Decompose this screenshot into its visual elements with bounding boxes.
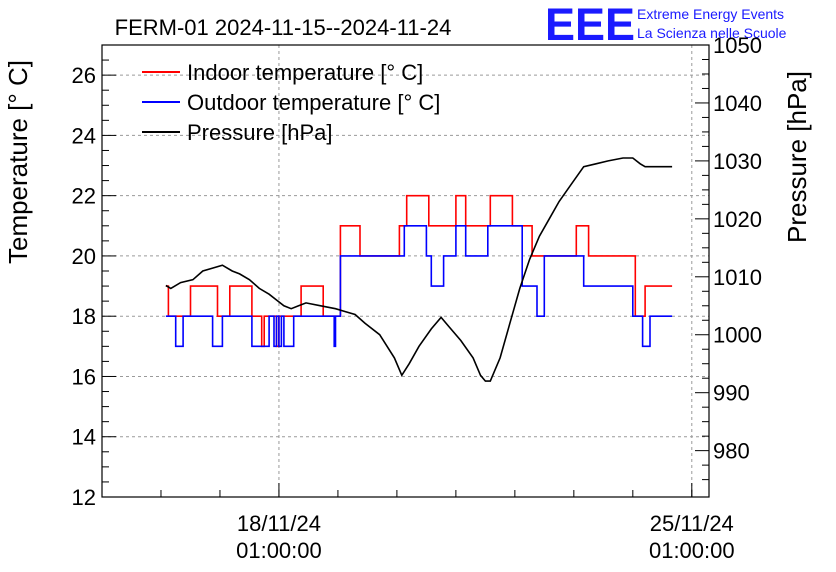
y-axis-right-label: Pressure [hPa]: [782, 71, 812, 243]
y-left-tick-label: 20: [72, 244, 96, 269]
legend-indoor-label: Indoor temperature [° C]: [187, 60, 423, 85]
y-right-tick-label: 1040: [713, 91, 762, 116]
x-tick-date-label: 18/11/24: [237, 511, 321, 536]
logo-line2: La Scienza nelle Scuole: [637, 25, 787, 41]
y-left-tick-label: 22: [72, 184, 96, 209]
legend-outdoor-label: Outdoor temperature [° C]: [187, 90, 440, 115]
outdoor-temperature-line: [165, 225, 673, 348]
chart-title: FERM-01 2024-11-15--2024-11-24: [115, 15, 452, 40]
y-right-tick-label: 1020: [713, 207, 762, 232]
x-tick-date-label: 25/11/24: [650, 511, 734, 536]
series-lines: [165, 157, 673, 382]
y-axis-left-label: Temperature [° C]: [3, 60, 33, 264]
y-right-tick-label: 1030: [713, 149, 762, 174]
left-axis: 12 14 16 18 20 22 24 26: [72, 44, 116, 510]
y-right-tick-label: 1050: [713, 33, 762, 58]
legend: Indoor temperature [° C] Outdoor temperat…: [142, 60, 440, 145]
y-left-tick-label: 26: [72, 63, 96, 88]
y-left-tick-label: 18: [72, 304, 96, 329]
pressure-line: [165, 157, 673, 382]
eee-logo: EEE Extreme Energy Events La Scienza nel…: [545, 0, 787, 50]
y-left-tick-label: 16: [72, 364, 96, 389]
y-right-tick-label: 1010: [713, 265, 762, 290]
y-right-tick-label: 990: [713, 381, 750, 406]
y-right-tick-label: 980: [713, 439, 750, 464]
y-left-tick-label: 14: [72, 425, 96, 450]
legend-pressure-label: Pressure [hPa]: [187, 120, 333, 145]
logo-line1: Extreme Energy Events: [637, 6, 784, 22]
y-left-tick-label: 24: [72, 123, 96, 148]
y-right-tick-label: 1000: [713, 323, 762, 348]
y-left-tick-label: 12: [72, 485, 96, 510]
x-tick-time-label: 01:00:00: [649, 538, 735, 563]
logo-letters: EEE: [545, 0, 635, 50]
x-tick-time-label: 01:00:00: [236, 538, 322, 563]
right-axis: 980 990 1000 1010 1020 1030 1040 1050: [695, 33, 762, 481]
